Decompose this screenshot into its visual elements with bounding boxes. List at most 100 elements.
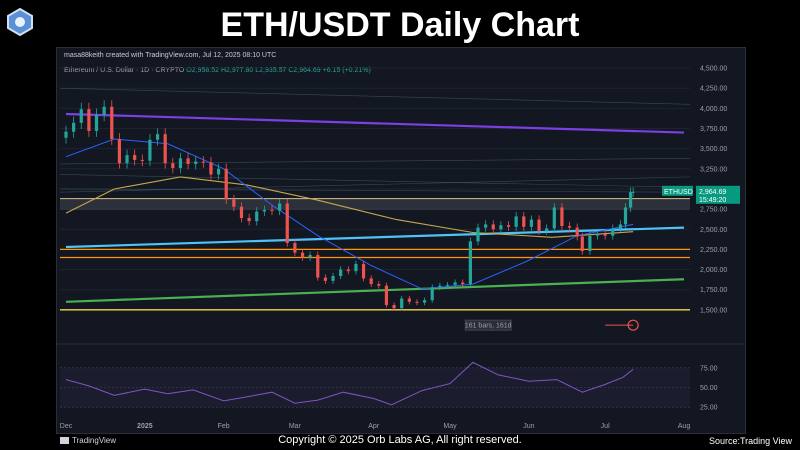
candle-body: [239, 206, 244, 218]
candle-body: [224, 168, 228, 200]
date-tick-label: Aug: [678, 423, 691, 430]
price-tick-label: 4,250.00: [700, 86, 727, 93]
candle-body: [445, 284, 450, 286]
price-tick-label: 4,500.00: [700, 66, 727, 73]
candle-body: [468, 241, 472, 285]
candle-body: [438, 285, 442, 288]
candle-body: [522, 216, 526, 227]
candle-body: [140, 159, 144, 161]
price-tick-label: 2,000.00: [700, 267, 727, 274]
price-tick-label: 3,500.00: [700, 146, 727, 153]
cyan-trendline: [65, 226, 685, 249]
date-tick-label: 2025: [137, 423, 153, 430]
faint-trendline: [59, 176, 691, 193]
rsi-tick-label: 25.00: [700, 405, 718, 412]
price-tag-value: 2,964.69: [699, 189, 726, 196]
created-by-text: masa88keith created with TradingView.com…: [64, 52, 277, 59]
candle-body: [545, 228, 549, 231]
hexagon-logo-icon: [7, 8, 33, 36]
candle-body: [72, 122, 76, 132]
candle-body: [125, 155, 129, 164]
candle-body: [331, 276, 335, 281]
candle-body: [537, 219, 541, 231]
candle-body: [262, 209, 266, 212]
price-tick-label: 2,250.00: [700, 247, 727, 254]
candle-body: [163, 134, 167, 164]
candle-body: [422, 300, 427, 303]
faint-trendline: [59, 174, 691, 188]
candle-body: [618, 224, 623, 229]
candle-body: [484, 224, 488, 228]
candle-body: [79, 109, 83, 123]
candle-body: [476, 227, 480, 242]
fast-moving-average: [65, 138, 634, 290]
rsi-tick-label: 75.00: [700, 365, 718, 372]
candle-body: [453, 282, 457, 285]
candle-body: [87, 109, 91, 131]
tradingview-logo-icon: [60, 437, 69, 445]
candle-body: [64, 131, 68, 138]
candle-body: [270, 209, 274, 211]
purple-trendline: [65, 112, 685, 134]
date-tick-label: May: [443, 423, 457, 430]
range-marker-circle: [627, 319, 639, 331]
candle-body: [94, 114, 99, 131]
candle-body: [323, 277, 328, 281]
candle-body: [155, 134, 160, 140]
low-value: L2,935.57: [255, 67, 287, 74]
candle-body: [384, 285, 389, 306]
candle-body: [392, 305, 396, 309]
date-tick-label: Apr: [368, 423, 380, 430]
candle-body: [369, 278, 373, 285]
high-value: H2,977.80: [220, 67, 254, 74]
candle-body: [491, 224, 495, 230]
open-value: O2,958.52: [186, 67, 219, 74]
candle-body: [514, 216, 518, 227]
rsi-tick-label: 50.00: [700, 385, 718, 392]
slow-moving-average: [65, 176, 634, 238]
date-tick-label: Dec: [60, 423, 73, 430]
price-tag-bg: [696, 185, 740, 204]
range-label: 161 bars, 161d: [465, 323, 512, 330]
candle-body: [354, 263, 358, 272]
candle-body: [247, 217, 251, 222]
rsi-line: [65, 361, 634, 406]
date-tick-label: Jun: [523, 423, 534, 430]
candle-body: [580, 236, 584, 252]
candle-body: [285, 203, 289, 243]
candle-body: [407, 298, 411, 302]
price-tick-label: 4,000.00: [700, 106, 727, 113]
candle-body: [575, 227, 579, 237]
chart-panel[interactable]: [56, 47, 746, 434]
candle-body: [148, 139, 152, 161]
range-label-box: [464, 319, 512, 331]
date-tick-label: Feb: [218, 423, 230, 430]
symbol-label: Ethereum / U.S. Dollar · 1D · CRYPTO: [64, 67, 185, 74]
copyright-text: Copyright © 2025 Orb Labs AG, All right …: [278, 434, 522, 446]
symbol-tag-bg: [662, 185, 693, 196]
source-text: Source:Trading View: [708, 436, 792, 446]
candle-body: [110, 106, 114, 139]
candle-body: [506, 225, 511, 227]
candle-body: [595, 234, 600, 236]
candle-body: [178, 158, 183, 168]
candle-body: [623, 207, 628, 225]
candle-body: [186, 158, 190, 164]
price-tick-label: 2,500.00: [700, 227, 727, 234]
candle-body: [346, 269, 350, 272]
date-tick-label: Jul: [601, 423, 610, 430]
candle-body: [499, 225, 503, 230]
change-value: +6.15 (+0.21%): [322, 67, 371, 74]
candle-body: [316, 255, 320, 278]
price-tick-label: 3,750.00: [700, 126, 727, 133]
candle-body: [255, 211, 259, 222]
candle-body: [567, 226, 572, 228]
candle-body: [400, 298, 404, 309]
candle-body: [339, 269, 343, 276]
candle-body: [631, 191, 635, 193]
candle-body: [588, 235, 592, 252]
candle-body: [209, 162, 213, 175]
candle-body: [628, 192, 633, 208]
symbol-tag-label: ETHUSD: [664, 189, 693, 196]
tradingview-brand-label: TradingView: [72, 436, 117, 445]
